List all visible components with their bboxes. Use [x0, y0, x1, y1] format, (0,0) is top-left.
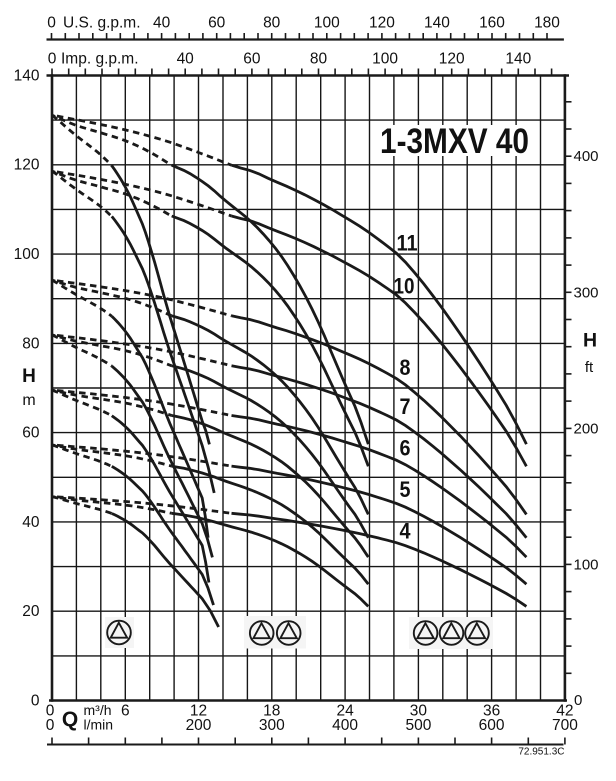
svg-text:120: 120	[369, 15, 395, 32]
svg-text:H: H	[583, 330, 597, 352]
svg-text:700: 700	[552, 717, 578, 734]
svg-text:80: 80	[263, 15, 281, 32]
svg-text:40: 40	[153, 15, 171, 32]
svg-text:6: 6	[121, 703, 130, 720]
svg-text:0: 0	[48, 51, 57, 68]
svg-text:140: 140	[14, 67, 40, 84]
svg-text:60: 60	[208, 15, 226, 32]
svg-text:100: 100	[372, 51, 398, 68]
svg-text:7: 7	[400, 394, 411, 419]
svg-text:80: 80	[310, 51, 328, 68]
svg-text:500: 500	[405, 717, 431, 734]
svg-text:8: 8	[400, 355, 411, 380]
svg-text:30: 30	[410, 703, 428, 720]
svg-text:60: 60	[243, 51, 261, 68]
svg-text:0: 0	[574, 692, 582, 709]
svg-text:1-3MXV 40: 1-3MXV 40	[380, 122, 529, 161]
svg-text:U.S. g.p.m.: U.S. g.p.m.	[63, 15, 141, 32]
svg-text:0: 0	[46, 717, 55, 734]
svg-text:H: H	[22, 366, 36, 387]
svg-text:11: 11	[397, 230, 418, 255]
svg-text:20: 20	[22, 603, 40, 620]
svg-text:100: 100	[574, 556, 599, 573]
svg-text:120: 120	[439, 51, 465, 68]
svg-text:18: 18	[263, 703, 280, 720]
svg-text:300: 300	[574, 284, 599, 301]
svg-text:600: 600	[479, 717, 505, 734]
svg-text:400: 400	[574, 148, 599, 165]
svg-text:10: 10	[394, 274, 415, 299]
svg-text:80: 80	[22, 335, 40, 352]
svg-text:36: 36	[483, 703, 500, 720]
svg-text:200: 200	[186, 717, 212, 734]
svg-text:l/min: l/min	[84, 717, 114, 733]
svg-text:60: 60	[22, 425, 40, 442]
svg-text:300: 300	[259, 717, 285, 734]
svg-text:ft: ft	[585, 359, 594, 376]
svg-text:42: 42	[556, 703, 573, 720]
svg-text:Imp. g.p.m.: Imp. g.p.m.	[61, 51, 139, 68]
svg-text:24: 24	[336, 703, 354, 720]
svg-text:0: 0	[46, 703, 55, 720]
svg-text:100: 100	[314, 15, 340, 32]
svg-text:12: 12	[190, 703, 207, 720]
svg-text:4: 4	[400, 519, 412, 544]
svg-text:0: 0	[47, 15, 56, 32]
svg-text:40: 40	[177, 51, 195, 68]
svg-text:140: 140	[424, 15, 450, 32]
svg-text:40: 40	[22, 514, 40, 531]
svg-text:400: 400	[332, 717, 358, 734]
svg-text:100: 100	[14, 246, 40, 263]
svg-text:140: 140	[505, 51, 531, 68]
svg-text:Q: Q	[62, 708, 78, 731]
svg-text:m: m	[22, 392, 35, 409]
svg-text:180: 180	[534, 15, 560, 32]
svg-text:m³/h: m³/h	[84, 702, 112, 718]
svg-text:120: 120	[14, 157, 40, 174]
svg-text:5: 5	[400, 477, 411, 502]
svg-text:200: 200	[574, 420, 599, 437]
svg-text:0: 0	[31, 692, 40, 709]
svg-text:72.951.3C: 72.951.3C	[518, 747, 564, 758]
svg-text:160: 160	[479, 15, 505, 32]
svg-text:6: 6	[400, 436, 411, 461]
